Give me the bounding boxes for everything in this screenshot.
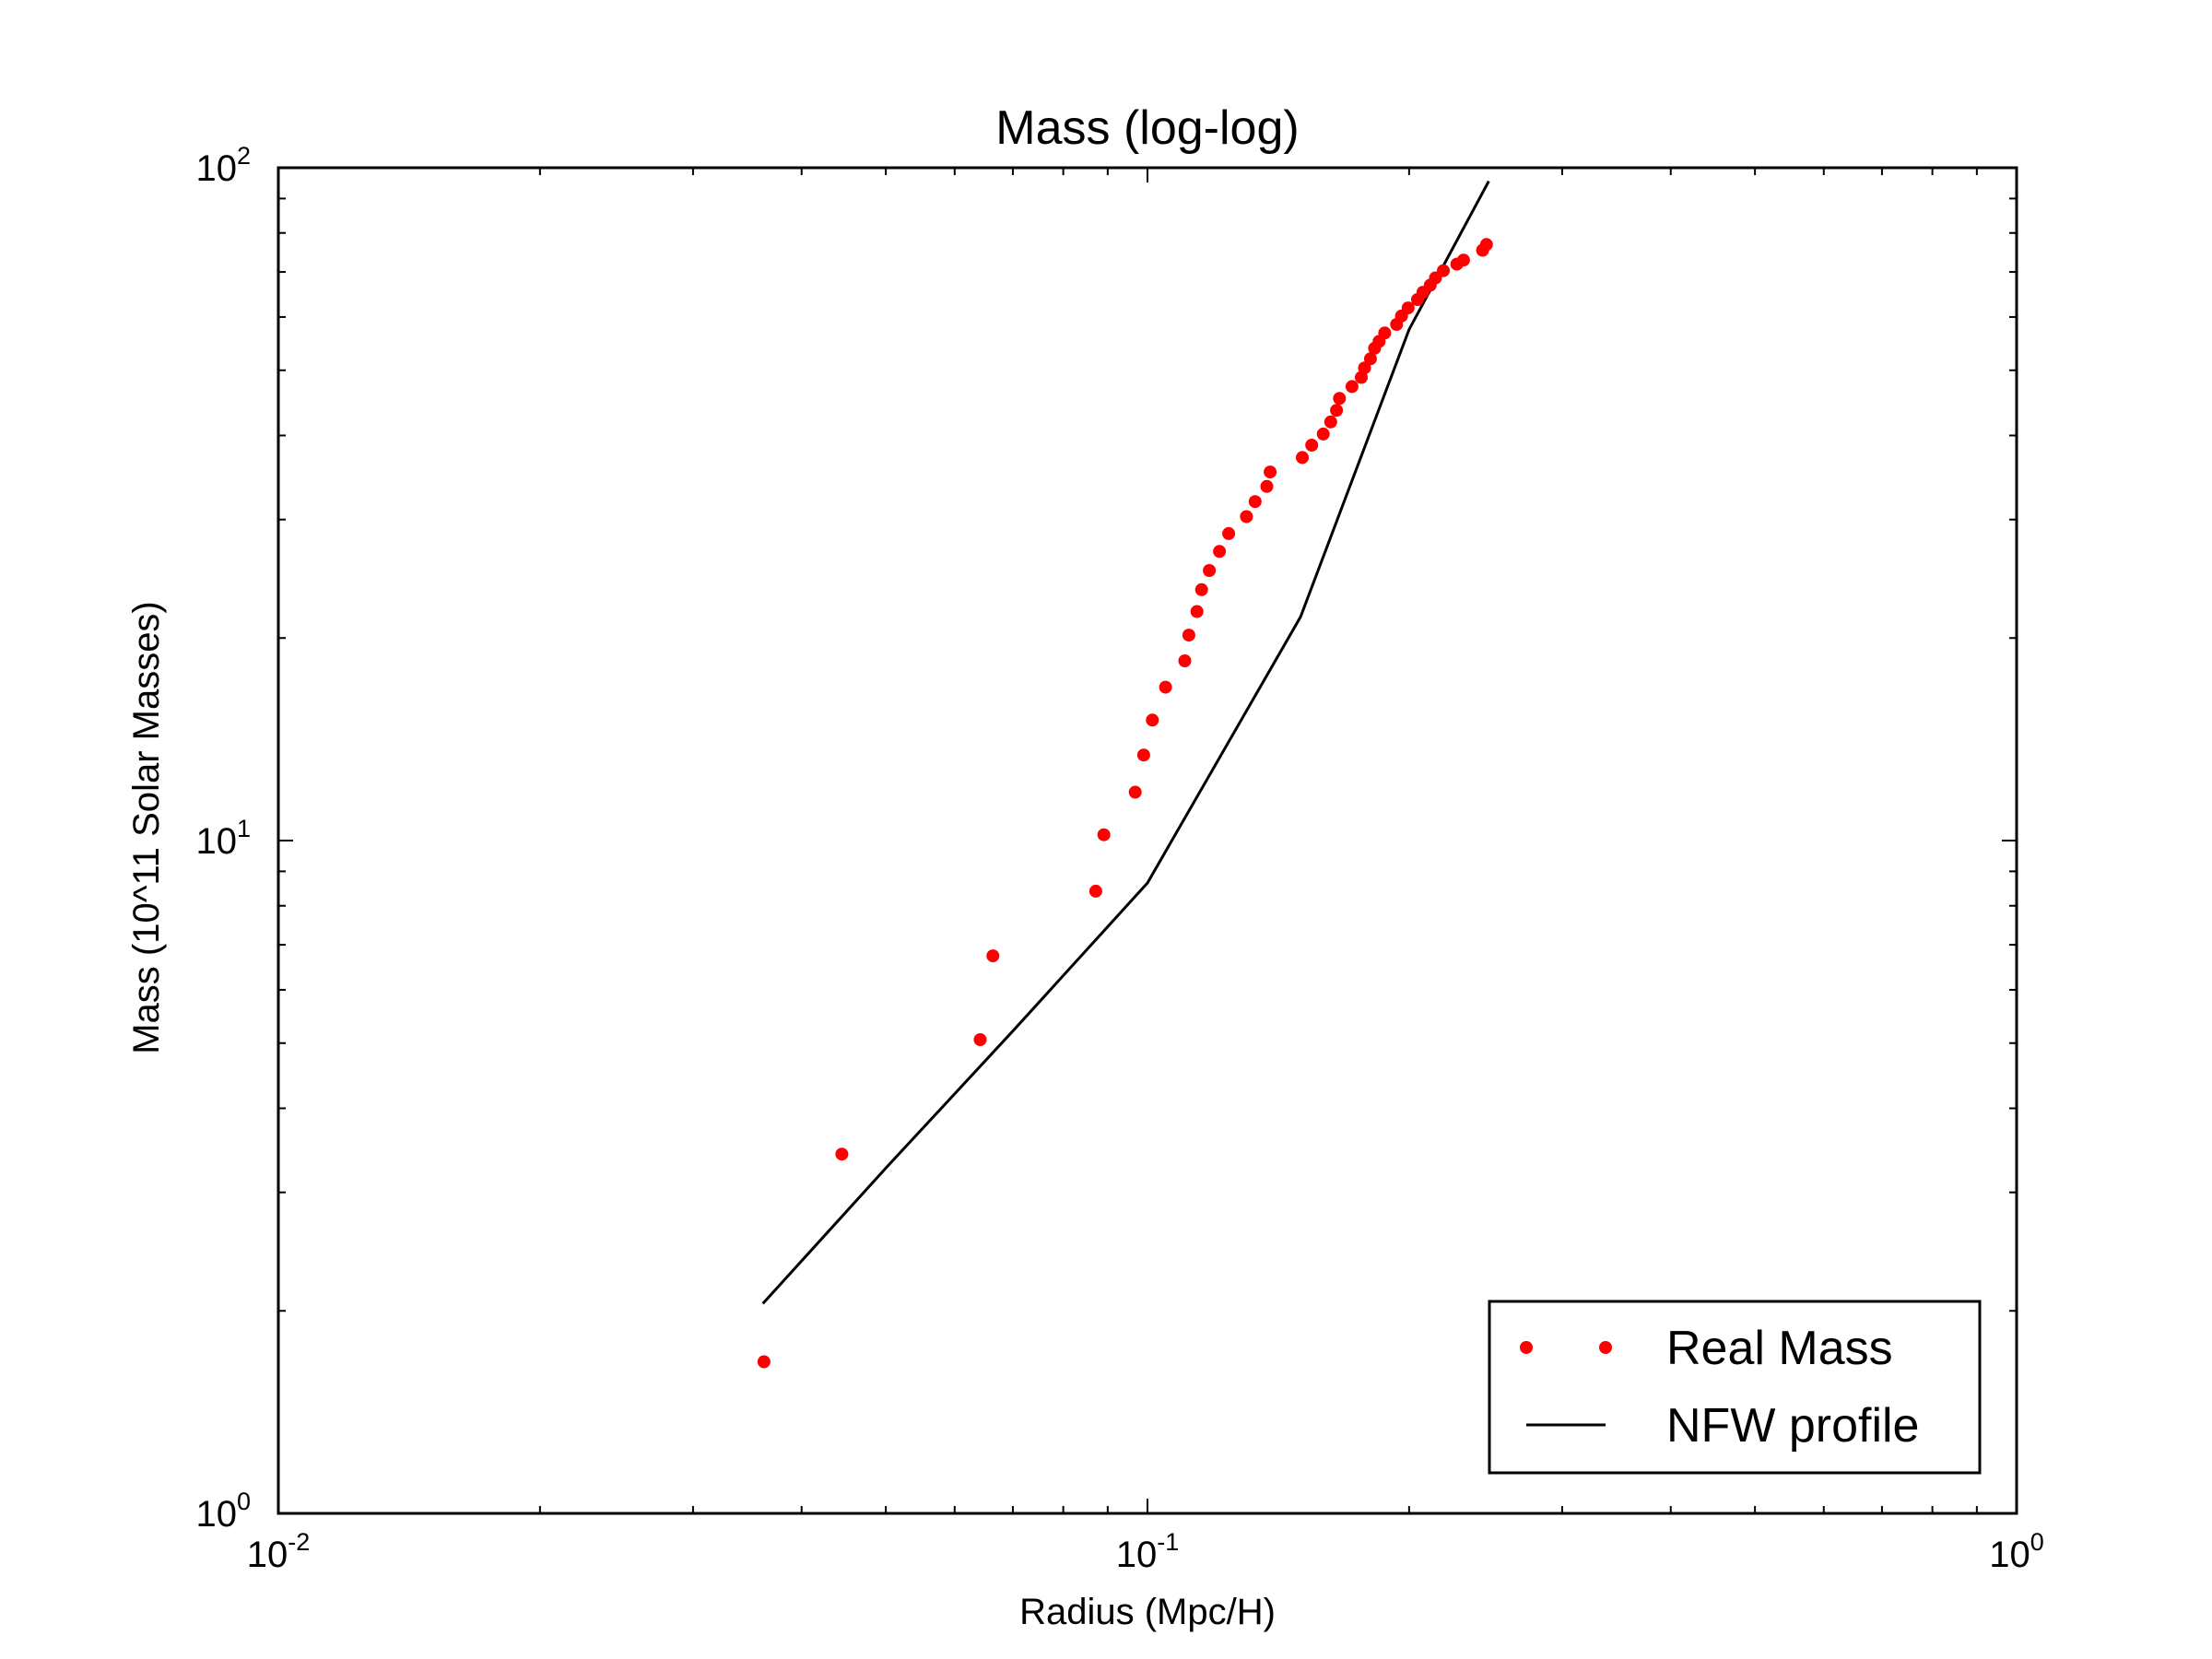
real-mass-point xyxy=(1203,564,1217,577)
real-mass-point xyxy=(1194,582,1208,596)
real-mass-point xyxy=(1324,415,1337,429)
real-mass-point xyxy=(1264,465,1277,479)
real-mass-point xyxy=(1213,545,1227,559)
plot-frame xyxy=(276,166,2018,1515)
real-mass-point xyxy=(1260,479,1274,493)
legend-real-mass-label: Real Mass xyxy=(1666,1322,1893,1375)
real-mass-point xyxy=(1345,380,1359,394)
real-mass-point xyxy=(1222,526,1236,540)
real-mass-point xyxy=(1240,510,1253,524)
real-mass-point xyxy=(973,1033,987,1046)
real-mass-point xyxy=(1097,828,1111,841)
real-mass-point xyxy=(835,1147,849,1161)
real-mass-point xyxy=(1316,427,1330,441)
real-mass-point xyxy=(1333,392,1347,406)
legend-real-mass-marker xyxy=(1599,1341,1612,1354)
legend-box xyxy=(1488,1300,1982,1475)
real-mass-point xyxy=(1088,884,1102,898)
real-mass-point xyxy=(1358,361,1371,375)
real-mass-point xyxy=(1248,495,1262,509)
real-mass-point xyxy=(1178,654,1192,667)
x-axis-label: Radius (Mpc/H) xyxy=(1019,1592,1276,1632)
real-mass-point xyxy=(986,949,1000,963)
real-mass-point xyxy=(1136,748,1150,762)
real-mass-points-layer xyxy=(757,238,1493,1369)
real-mass-point xyxy=(1456,253,1470,267)
real-mass-point xyxy=(1401,301,1415,315)
axis-ticks xyxy=(277,167,2018,1514)
legend-real-mass-marker xyxy=(1520,1341,1533,1354)
plot-area xyxy=(276,166,2018,1515)
real-mass-point xyxy=(1437,264,1450,277)
real-mass-point xyxy=(1305,439,1319,452)
real-mass-point xyxy=(1378,326,1392,340)
real-mass-point xyxy=(1159,680,1172,694)
real-mass-point xyxy=(1190,605,1204,618)
real-mass-point xyxy=(1146,713,1159,727)
real-mass-point xyxy=(1363,352,1377,366)
real-mass-point xyxy=(1182,629,1195,642)
nfw-profile-line xyxy=(761,180,1490,1305)
chart-title: Mass (log-log) xyxy=(995,101,1299,155)
real-mass-point xyxy=(1479,238,1493,252)
real-mass-point xyxy=(1296,451,1309,465)
real-mass-point xyxy=(1330,404,1344,418)
legend-nfw-profile-label: NFW profile xyxy=(1666,1399,1919,1453)
nfw-profile-layer xyxy=(761,180,1490,1305)
real-mass-point xyxy=(757,1355,771,1369)
real-mass-point xyxy=(1128,785,1142,799)
y-axis-label: Mass (10^11 Solar Masses) xyxy=(126,601,167,1054)
legend: Real Mass NFW profile xyxy=(1488,1300,1982,1475)
